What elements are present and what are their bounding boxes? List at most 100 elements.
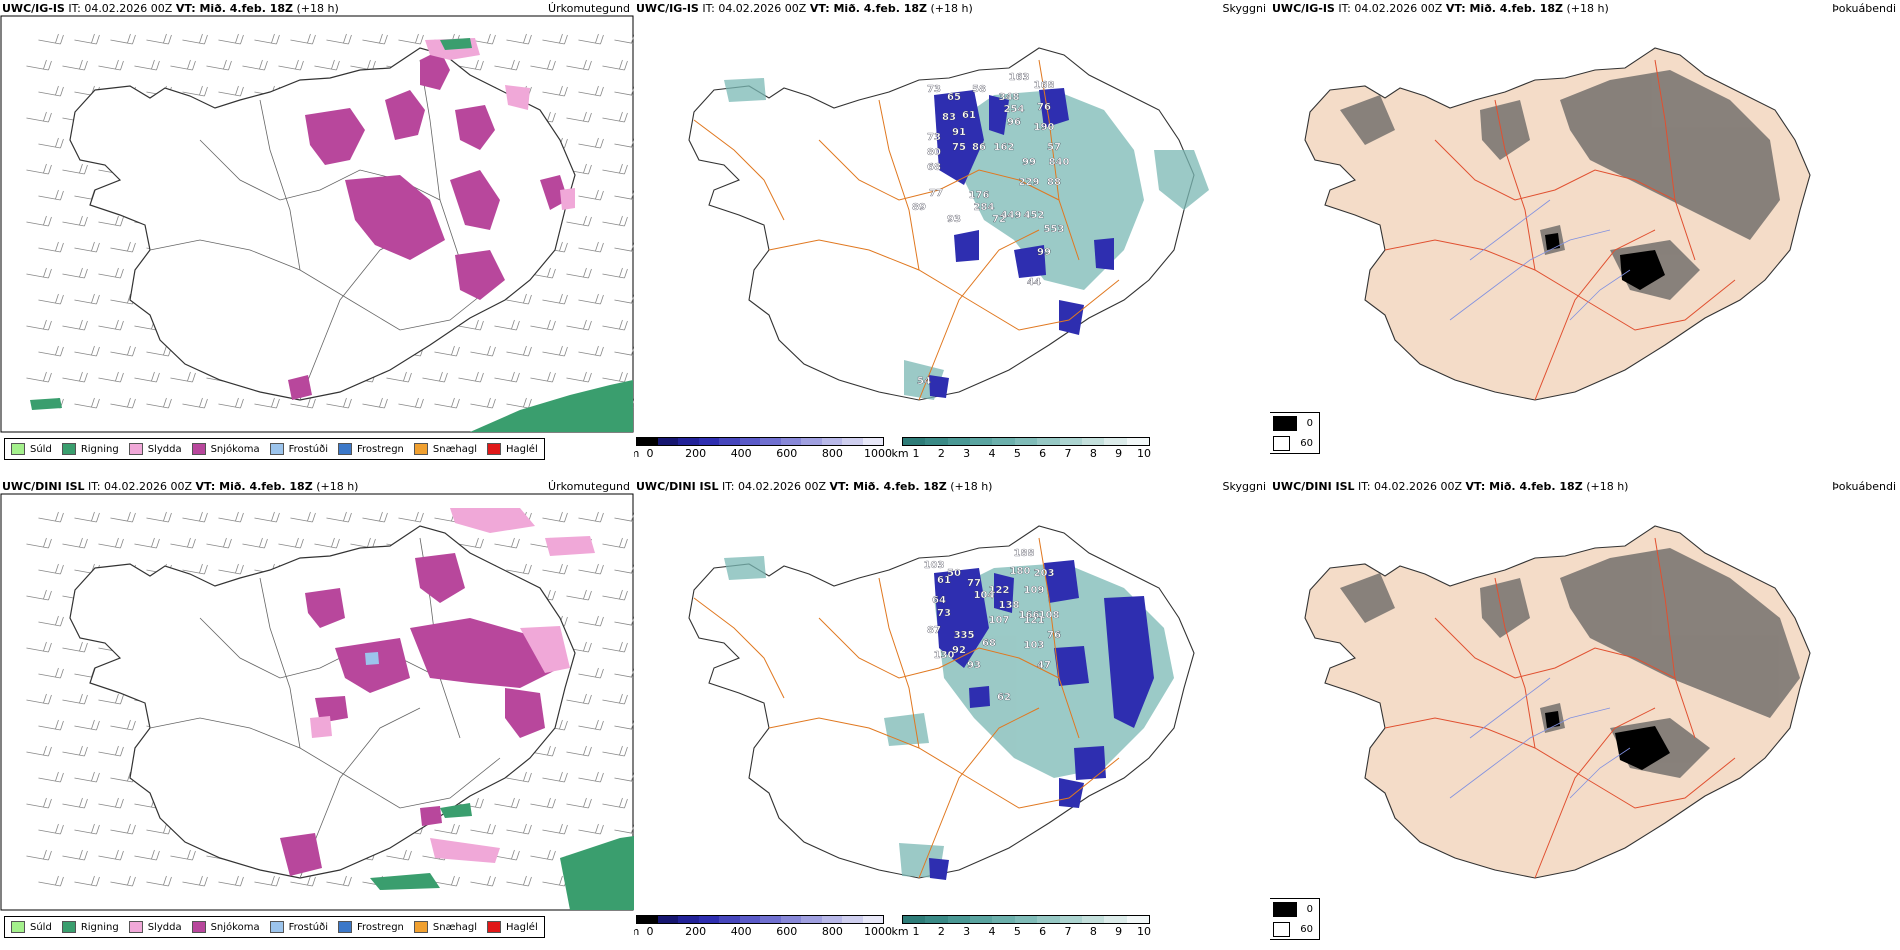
model-name: UWC/IG-IS: [2, 2, 65, 15]
init-time: IT: 04.02.2026 00Z: [1338, 2, 1443, 15]
cloud-base-label: 449: [1001, 210, 1022, 221]
colorbar-tick-label: 600: [776, 447, 798, 460]
wind-barb: [218, 511, 244, 523]
wind-barb: [578, 615, 604, 627]
wind-barb: [602, 371, 628, 383]
wind-barb: [602, 267, 628, 279]
wind-barb: [98, 797, 124, 809]
init-time: IT: 04.02.2026 00Z: [702, 2, 807, 15]
wind-barb: [434, 345, 460, 357]
colorbar-unit: km: [891, 447, 909, 460]
legend-label: Haglél: [506, 443, 538, 455]
wind-barb: [74, 719, 100, 731]
init-time: IT: 04.02.2026 00Z: [68, 2, 173, 15]
colorbar-swatch: [780, 916, 801, 923]
colorbar-swatch: [1104, 438, 1127, 445]
cloud-base-label: 190: [1034, 122, 1055, 133]
wind-barb: [98, 371, 124, 383]
wind-barb: [470, 875, 496, 887]
wind-barb: [110, 511, 136, 523]
wind-barb: [74, 33, 100, 45]
cloud-base-label: 176: [969, 190, 990, 201]
legend-label: Snæhagl: [432, 921, 478, 933]
panel-title: Úrkomutegund: [548, 2, 630, 15]
wind-barb: [470, 397, 496, 409]
wind-barb: [26, 371, 52, 383]
colorbar-ticks: km 1 2 3 4 5 6 7 8 9 10: [891, 924, 1151, 938]
cloud-base-label: 64: [932, 595, 946, 606]
wind-barb: [506, 345, 532, 357]
wind-barb: [602, 745, 628, 757]
colorbar-tick-label: 200: [685, 447, 707, 460]
cloud-visibility-panel-row2: UWC/DINI ISL IT: 04.02.2026 00Z VT: Mið.…: [634, 478, 1270, 950]
cloud-visibility-panel-row1: UWC/IG-IS IT: 04.02.2026 00Z VT: Mið. 4.…: [634, 0, 1270, 478]
fog-index-legend: 0 60: [1270, 898, 1320, 940]
valid-time: VT: Mið. 4.feb. 18Z: [1465, 480, 1583, 493]
wind-barb: [614, 242, 634, 252]
colorbar-swatch: [1037, 916, 1060, 923]
legend-label: Snæhagl: [432, 443, 478, 455]
panel-header: UWC/DINI ISL IT: 04.02.2026 00Z VT: Mið.…: [2, 480, 632, 494]
fog-legend-row: 60: [1270, 433, 1319, 453]
wind-barb: [98, 215, 124, 227]
wind-barb: [326, 875, 352, 887]
colorbar-swatch: [1014, 916, 1038, 923]
wind-barb: [506, 563, 532, 575]
cloud-base-label: 73: [937, 608, 951, 619]
legend-item: Rigning: [61, 443, 119, 455]
legend-item: Haglél: [487, 443, 538, 455]
cloud-base-label: 65: [947, 92, 961, 103]
colorbar-swatch: [925, 438, 948, 445]
legend-item: Frostregn: [338, 921, 404, 933]
colorbar-tick-label: 1: [912, 447, 920, 460]
legend-label: Rigning: [80, 921, 119, 933]
wind-barb: [26, 693, 52, 705]
wind-barb: [62, 267, 88, 279]
roads: [693, 59, 1120, 401]
legend-label: Frostregn: [357, 443, 404, 455]
roads: [1384, 537, 1736, 879]
wind-barb: [278, 537, 304, 549]
legend-item: Snæhagl: [413, 921, 478, 933]
wind-barb: [74, 875, 100, 887]
panel-title: Skyggni: [1222, 2, 1266, 15]
colorbar-swatch: [1014, 438, 1038, 445]
colorbar-tick-label: 10: [1137, 447, 1151, 460]
cloud-base-label: 50: [947, 568, 961, 579]
wind-barb: [110, 241, 136, 253]
wind-barb: [506, 875, 532, 887]
colorbar-swatch: [719, 916, 740, 923]
cloud-base-label: 58: [972, 84, 986, 95]
wind-barb: [578, 511, 604, 523]
colorbar-tick-label: 6: [1039, 447, 1047, 460]
cloud-base-label: 73: [927, 84, 941, 95]
wind-barb: [542, 293, 568, 305]
wind-barb: [38, 137, 64, 149]
legend-label: Frostúði: [288, 921, 328, 933]
cloud-base-label: 452: [1024, 210, 1045, 221]
wind-barb: [206, 59, 232, 71]
valid-time: VT: Mið. 4.feb. 18Z: [1445, 2, 1563, 15]
wind-barb: [98, 59, 124, 71]
cloud-base-label: 122: [989, 585, 1010, 596]
cloud-base-label: 76: [1047, 630, 1061, 641]
wind-barb: [506, 823, 532, 835]
wind-barb: [290, 33, 316, 45]
wind-barb: [170, 59, 196, 71]
fog-index-map: [1304, 47, 1811, 401]
wind-barb: [458, 371, 484, 383]
wind-barb: [146, 397, 172, 409]
wind-barb: [578, 771, 604, 783]
legend-label: Slydda: [147, 443, 182, 455]
cloud-base-label: 68: [927, 162, 941, 173]
wind-barb: [38, 719, 64, 731]
wind-barb: [26, 59, 52, 71]
panel-title: Þokuábendi: [1832, 2, 1896, 15]
wind-barb: [602, 537, 628, 549]
wind-barb: [566, 59, 592, 71]
model-name: UWC/DINI ISL: [1272, 480, 1355, 493]
wind-barb: [26, 589, 52, 601]
colorbar-swatch: [678, 438, 699, 445]
rain-areas: [30, 38, 633, 432]
wind-barb: [254, 511, 280, 523]
